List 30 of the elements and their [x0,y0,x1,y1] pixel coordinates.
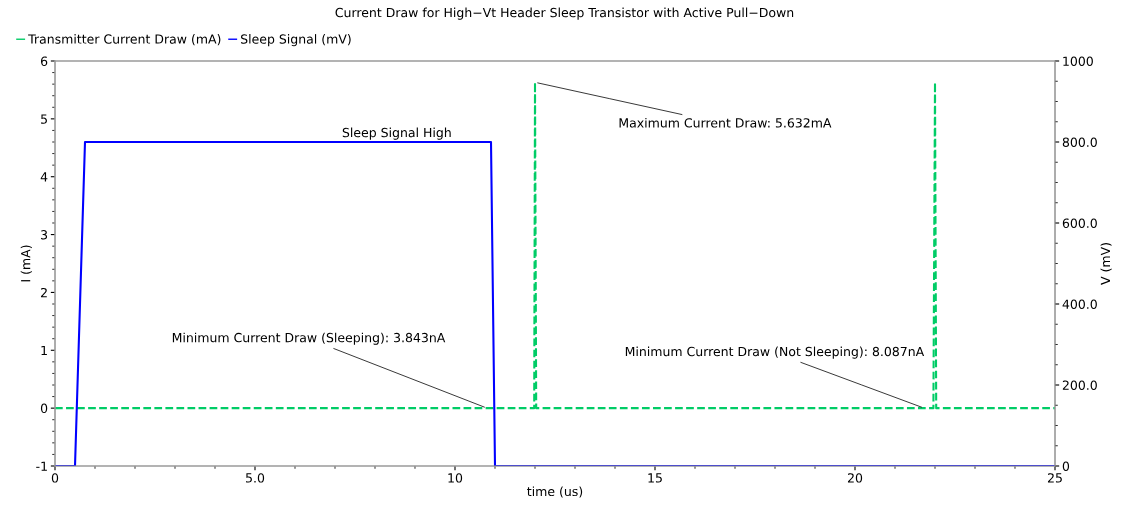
y-axis-title: I (mA) [20,245,32,282]
x-axis-title: time (us) [527,486,583,498]
legend-label: Transmitter Current Draw (mA) [28,34,221,46]
y2-tick-label: 800.0 [1062,137,1097,147]
y-tick-label: -1 [36,461,47,471]
annotation: Maximum Current Draw: 5.632mA [619,117,832,128]
y-tick-label: 1 [41,345,47,356]
annotation: Sleep Signal High [342,127,451,140]
y-tick-label: 0 [40,403,48,414]
y-tick-label: 3 [41,230,48,240]
y2-tick-label: 600.0 [1062,218,1097,228]
x-tick-label: 25 [1047,473,1062,483]
y-tick-label: 4 [40,172,48,182]
annotation: Minimum Current Draw (Sleeping): 3.843nA [172,332,446,345]
y2-axis-title: V (mV) [1100,243,1112,285]
y-tick-label: 6 [40,56,48,66]
y-tick-label: 2 [41,287,47,298]
x-tick-label: 10 [448,473,463,483]
annotation: Minimum Current Draw (Not Sleeping): 8.087nA [625,346,925,359]
x-tick-label: 0 [51,473,59,483]
y2-tick-label: 400.0 [1062,299,1097,309]
legend-label: Sleep Signal (mV) [241,34,351,47]
chart-title: Current Draw for High−Vt Header Sleep Transistor with Active Pull−Down [335,7,794,20]
y2-tick-label: 1000 [1063,56,1093,66]
x-tick-label: 15 [648,473,662,483]
y-tick-label: 5 [41,114,47,124]
y2-tick-label: 200.0 [1062,380,1097,390]
x-tick-label: 5.0 [246,473,265,483]
y2-tick-label: 0 [1062,461,1070,471]
x-tick-label: 20 [847,473,863,483]
